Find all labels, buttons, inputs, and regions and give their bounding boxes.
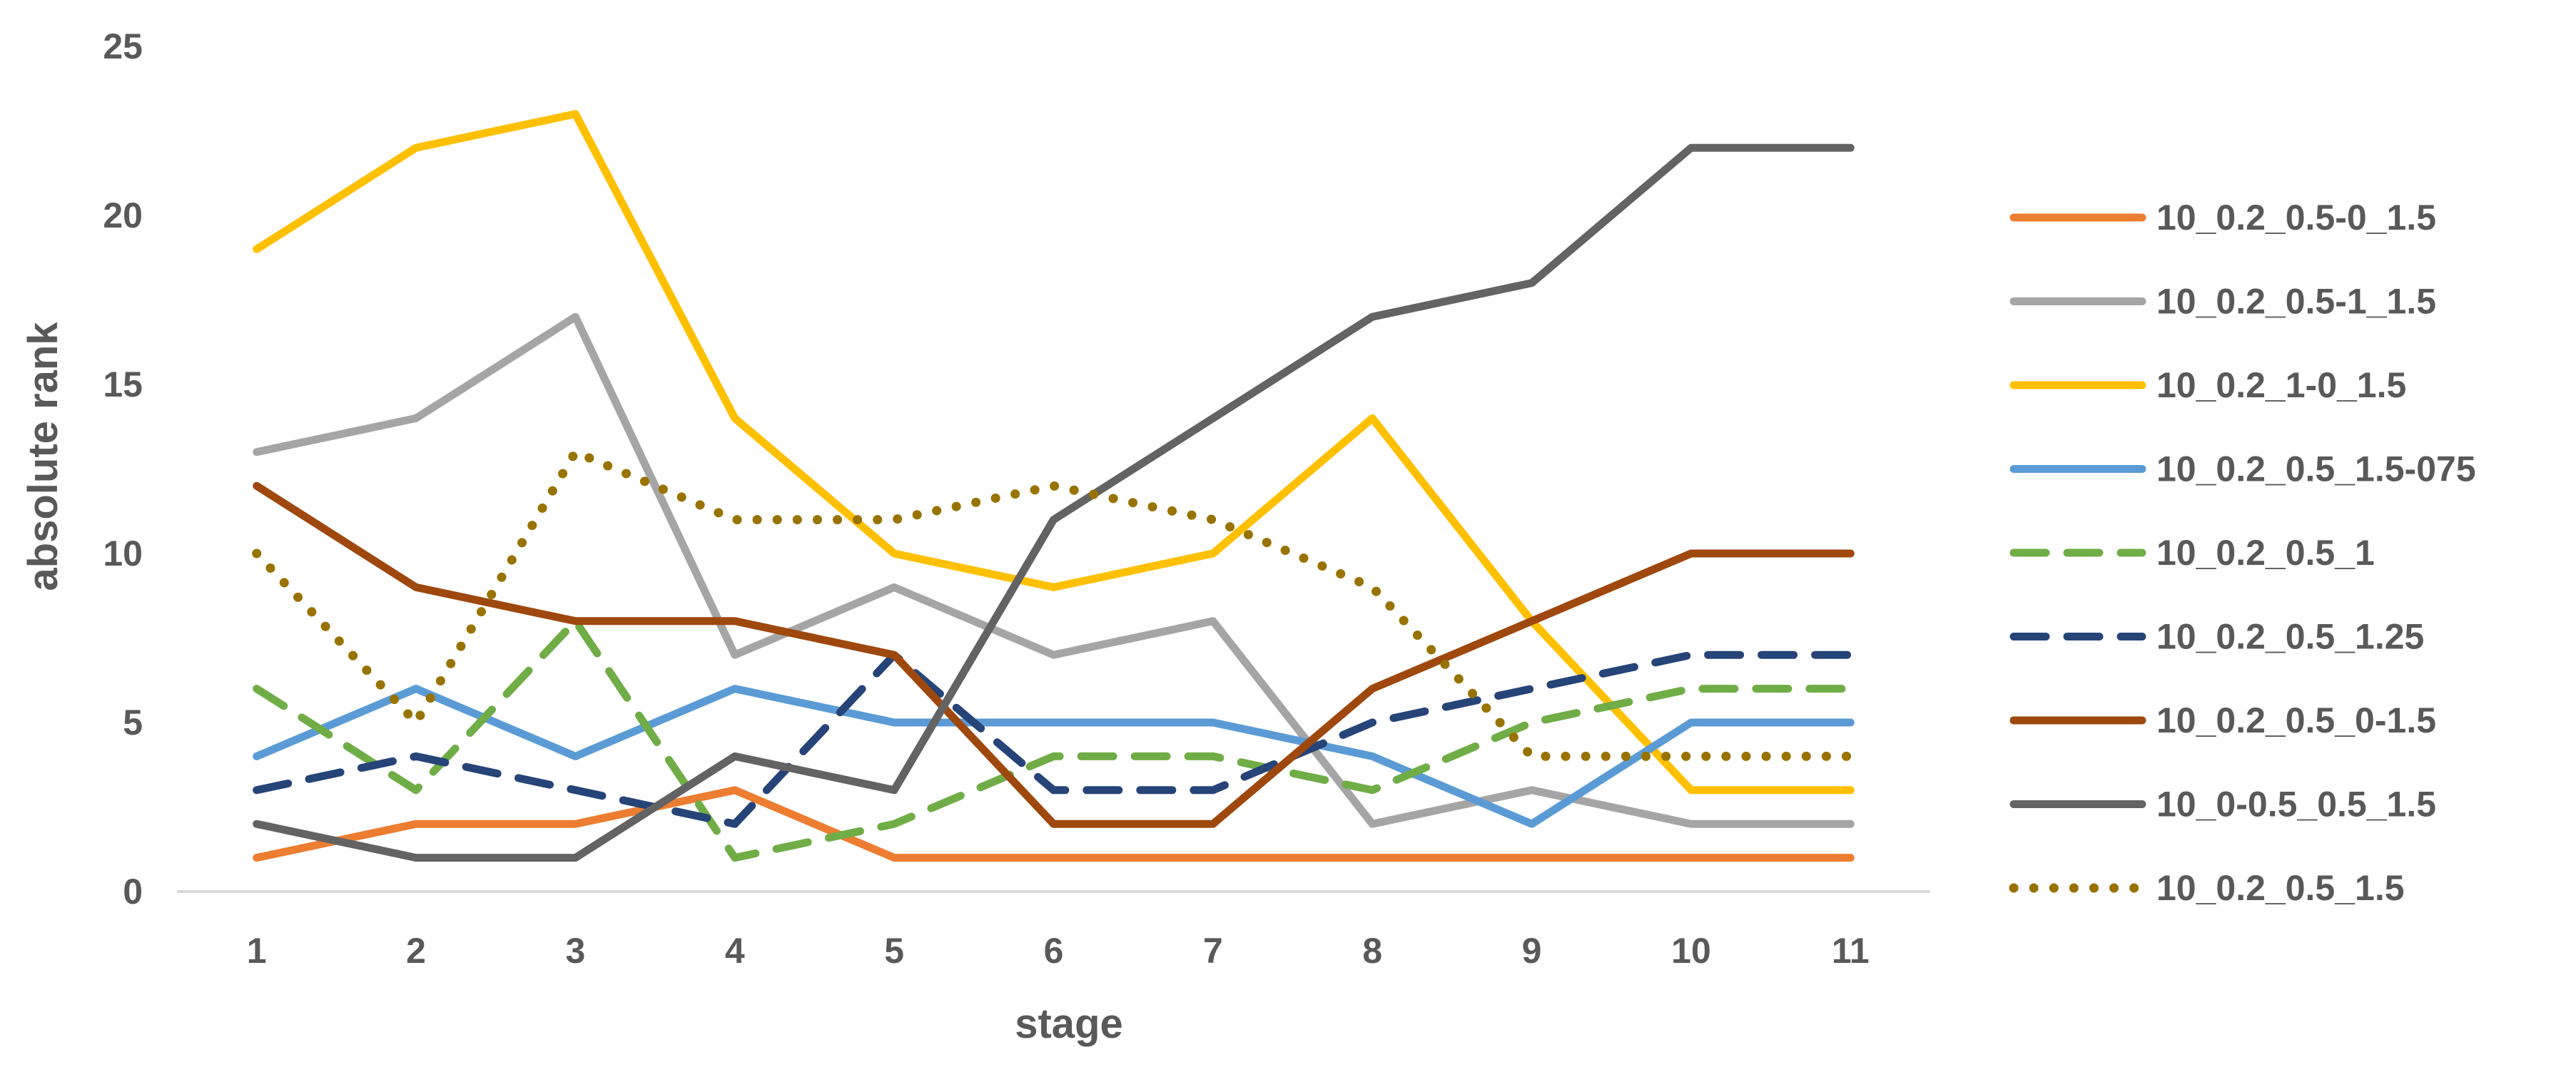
legend-label-6: 10_0.2_0.5_1.25 xyxy=(2156,617,2424,657)
legend-label-9: 10_0.2_0.5_1.5 xyxy=(2156,868,2405,908)
legend-label-5: 10_0.2_0.5_1 xyxy=(2156,533,2375,573)
x-tick-label: 9 xyxy=(1522,931,1542,971)
y-axis-ticks: 0 5 10 15 20 25 xyxy=(103,26,143,912)
series-line-6 xyxy=(253,650,1855,828)
series-line-4 xyxy=(253,685,1855,828)
x-tick-label: 11 xyxy=(1832,931,1870,971)
x-tick-label: 1 xyxy=(247,931,267,971)
legend-label-3: 10_0.2_1-0_1.5 xyxy=(2156,365,2406,405)
series-line-7 xyxy=(253,481,1855,828)
x-tick-label: 4 xyxy=(725,931,745,971)
x-tick-label: 3 xyxy=(566,931,586,971)
x-tick-label: 5 xyxy=(884,931,904,971)
series-line-9 xyxy=(252,447,1855,761)
legend-label-8: 10_0-0.5_0.5_1.5 xyxy=(2156,785,2436,825)
y-tick-label: 20 xyxy=(103,195,143,235)
x-tick-label: 6 xyxy=(1044,931,1064,971)
x-tick-label: 10 xyxy=(1671,931,1711,971)
y-tick-label: 15 xyxy=(103,364,143,404)
y-axis-title: absolute rank xyxy=(20,322,66,591)
y-tick-label: 5 xyxy=(123,703,143,742)
x-tick-label: 8 xyxy=(1362,931,1382,971)
x-tick-label: 7 xyxy=(1203,931,1223,971)
legend-label-4: 10_0.2_0.5_1.5-075 xyxy=(2156,449,2476,489)
series-line-1 xyxy=(253,786,1855,862)
x-axis-ticks: 1 2 3 4 5 6 7 8 9 10 11 xyxy=(247,931,1870,971)
y-tick-label: 10 xyxy=(103,534,143,573)
series-lines xyxy=(252,110,1855,862)
x-tick-label: 2 xyxy=(406,931,426,971)
series-line-2 xyxy=(253,312,1855,828)
legend: 10_0.2_0.5-0_1.5 10_0.2_0.5-1_1.5 10_0.2_1… xyxy=(2009,198,2476,908)
x-axis-title: stage xyxy=(1015,1001,1123,1047)
y-tick-label: 0 xyxy=(123,872,143,912)
series-line-5 xyxy=(253,617,1855,862)
legend-label-7: 10_0.2_0.5_0-1.5 xyxy=(2156,700,2436,740)
series-line-8 xyxy=(253,143,1855,862)
legend-label-1: 10_0.2_0.5-0_1.5 xyxy=(2156,198,2436,238)
y-tick-label: 25 xyxy=(103,26,143,66)
legend-label-2: 10_0.2_0.5-1_1.5 xyxy=(2156,282,2436,322)
